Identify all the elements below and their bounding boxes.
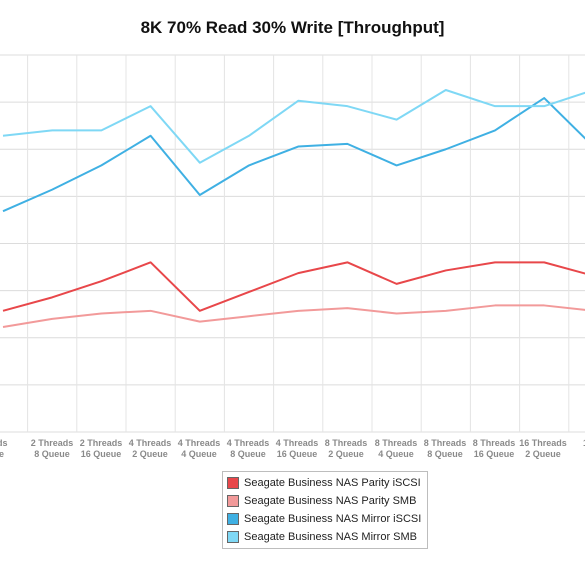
- x-tick-label: 8 Queue: [34, 449, 70, 459]
- series-line: [2, 97, 585, 213]
- legend-swatch: [227, 531, 239, 543]
- x-tick-label: 4 Threads: [227, 438, 270, 448]
- legend-label: Seagate Business NAS Mirror iSCSI: [244, 513, 422, 525]
- x-tick-label: 8 Threads: [473, 438, 516, 448]
- legend-item: Seagate Business NAS Parity iSCSI: [223, 474, 427, 492]
- legend-swatch: [227, 477, 239, 489]
- x-tick-label: 4 Queue: [378, 449, 414, 459]
- legend-item: Seagate Business NAS Mirror iSCSI: [223, 510, 427, 528]
- x-tick-label: 2 Threads: [31, 438, 74, 448]
- series-line: [2, 261, 585, 312]
- legend-swatch: [227, 495, 239, 507]
- x-tick-label: 4 Queue: [181, 449, 217, 459]
- legend: Seagate Business NAS Parity iSCSI Seagate…: [222, 471, 428, 549]
- x-tick-label: 8 Queue: [427, 449, 463, 459]
- x-tick-label: 2 Queue: [328, 449, 364, 459]
- x-tick-label: 16 Threads: [519, 438, 567, 448]
- legend-label: Seagate Business NAS Parity SMB: [244, 495, 417, 507]
- x-tick-label: 8 Queue: [230, 449, 266, 459]
- legend-label: Seagate Business NAS Parity iSCSI: [244, 477, 421, 489]
- chart-title: 8K 70% Read 30% Write [Throughput]: [140, 18, 445, 37]
- series-line: [2, 89, 585, 164]
- legend-item: Seagate Business NAS Mirror SMB: [223, 528, 427, 546]
- x-tick-label: 16 Queue: [474, 449, 515, 459]
- x-tick-label: 2 Queue: [132, 449, 168, 459]
- x-tick-label: 16 T: [583, 438, 585, 448]
- legend-swatch: [227, 513, 239, 525]
- x-tick-label: Threads: [0, 438, 8, 448]
- legend-item: Seagate Business NAS Parity SMB: [223, 492, 427, 510]
- x-tick-label: 8 Threads: [375, 438, 418, 448]
- x-tick-label: 16 Queue: [81, 449, 122, 459]
- legend-label: Seagate Business NAS Mirror SMB: [244, 531, 418, 543]
- x-tick-label: 8 Threads: [325, 438, 368, 448]
- x-tick-label: 16 Queue: [277, 449, 318, 459]
- x-tick-label: Queue: [0, 449, 4, 459]
- series-line: [2, 304, 585, 328]
- x-tick-label: 2 Threads: [80, 438, 123, 448]
- x-tick-label: 4 Threads: [129, 438, 172, 448]
- x-tick-label: 4 Threads: [276, 438, 319, 448]
- x-tick-label: 2 Queue: [525, 449, 561, 459]
- x-tick-label: 4 Threads: [178, 438, 221, 448]
- x-tick-label: 8 Threads: [424, 438, 467, 448]
